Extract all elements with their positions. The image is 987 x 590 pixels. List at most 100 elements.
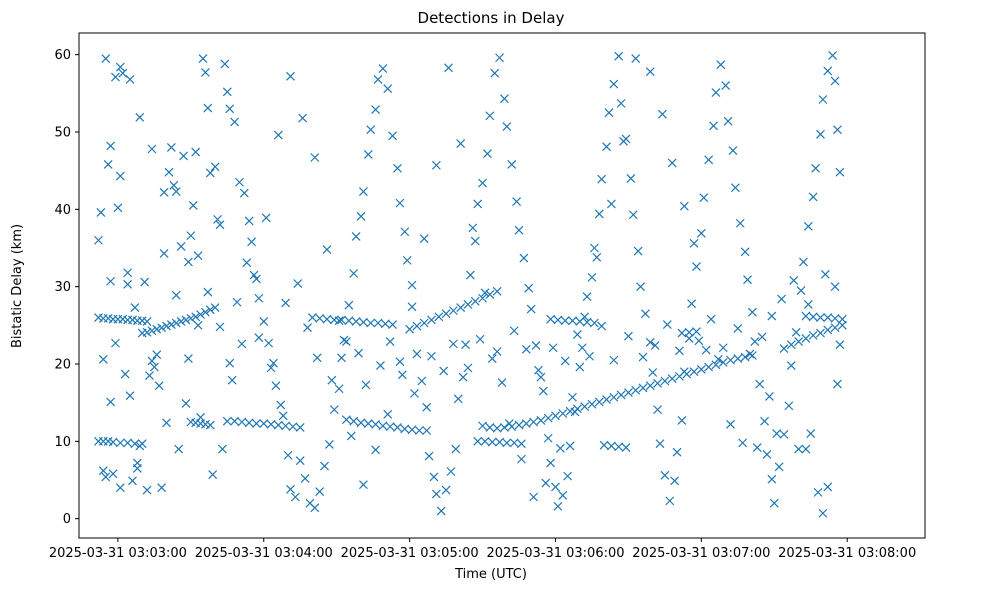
track-point-marker [726, 355, 735, 365]
scatter-point-marker [261, 213, 271, 223]
track-point-marker [580, 402, 590, 411]
scatter-point-marker [587, 272, 597, 282]
scatter-point-marker [174, 444, 184, 454]
scatter-point-marker [101, 472, 111, 482]
scatter-point-marker [429, 472, 439, 482]
scatter-point-marker [254, 333, 264, 343]
scatter-point-marker [351, 231, 361, 241]
scatter-point-marker [794, 444, 804, 454]
scatter-point-marker [565, 441, 575, 451]
scatter-point-marker [614, 51, 624, 61]
scatter-point-marker [687, 299, 697, 309]
track-point-marker [322, 314, 332, 324]
scatter-point-marker [772, 429, 782, 439]
scatter-point-marker [638, 352, 648, 362]
track-point-marker [123, 438, 133, 448]
scatter-point-marker [597, 174, 607, 184]
scatter-point-marker [181, 399, 191, 408]
scatter-point-marker [495, 53, 504, 63]
scatter-point-marker [363, 149, 373, 159]
scatter-point-marker [322, 245, 332, 254]
y-tick-label: 0 [63, 512, 71, 527]
track-point-marker [171, 318, 181, 328]
track-point-marker [478, 421, 487, 431]
scatter-point-marker [465, 270, 475, 280]
track-point-marker [551, 411, 560, 421]
track-point-marker [560, 316, 570, 326]
track-point-marker [412, 321, 422, 331]
scatter-point-marker [764, 392, 774, 401]
scatter-point-marker [149, 362, 159, 372]
scatter-point-marker [514, 225, 524, 235]
track-point-marker [385, 422, 395, 432]
track-point-marker [473, 436, 483, 446]
scatter-point-marker [777, 294, 786, 304]
scatter-point-marker [500, 94, 509, 104]
scatter-point-marker [667, 158, 677, 168]
scatter-point-marker [108, 469, 118, 479]
track-point-marker [337, 315, 346, 325]
track-point-marker [653, 378, 663, 388]
track-point-marker [315, 313, 325, 323]
scatter-point-marker [485, 111, 495, 121]
track-point-marker [176, 317, 186, 326]
scatter-point-marker [115, 483, 125, 493]
scatter-point-marker [383, 84, 393, 94]
track-point-marker [609, 392, 619, 402]
track-point-marker [441, 309, 451, 319]
scatter-point-marker [823, 482, 833, 492]
scatter-point-marker [320, 461, 329, 471]
scatter-point-marker [662, 320, 672, 329]
scatter-point-marker [789, 276, 799, 285]
x-tick-label: 2025-03-31 03:03:00 [49, 546, 187, 561]
scatter-point-marker [295, 456, 305, 466]
y-tick-label: 30 [54, 280, 71, 295]
scatter-point-marker [803, 221, 813, 231]
scatter-point-marker [609, 355, 619, 365]
track-point-marker [427, 315, 436, 325]
track-point-marker [157, 323, 167, 333]
track-point-marker [196, 310, 205, 319]
x-tick-label: 2025-03-31 03:04:00 [195, 546, 333, 561]
scatter-point-marker [220, 59, 230, 69]
scatter-point-marker [692, 262, 701, 271]
scatter-point-marker [290, 492, 300, 502]
scatter-point-marker [130, 303, 140, 312]
scatter-point-marker [543, 433, 553, 443]
scatter-point-marker [453, 394, 463, 404]
track-point-marker [363, 419, 373, 428]
track-point-marker [237, 417, 247, 427]
x-tick-label: 2025-03-31 03:07:00 [632, 546, 770, 561]
track-point-marker [599, 440, 609, 450]
scatter-point-marker [300, 474, 310, 483]
scatter-point-marker [558, 491, 568, 500]
scatter-point-marker [424, 451, 434, 461]
scatter-point-marker [551, 482, 560, 492]
track-point-marker [543, 413, 553, 423]
scatter-point-marker [395, 198, 405, 208]
scatter-point-marker [507, 160, 517, 169]
track-point-marker [485, 289, 495, 299]
scatter-point-marker [106, 397, 116, 407]
scatter-point-marker [159, 248, 169, 258]
scatter-point-marker [628, 210, 638, 220]
scatter-point-marker [835, 167, 845, 177]
scatter-point-marker [711, 88, 721, 97]
scatter-point-marker [341, 337, 351, 346]
track-point-marker [837, 320, 847, 330]
scatter-point-marker [833, 379, 842, 389]
scatter-point-marker [743, 275, 752, 285]
track-point-marker [779, 344, 789, 353]
scatter-point-marker [183, 257, 193, 267]
scatter-point-marker [616, 98, 626, 108]
scatter-point-marker [575, 362, 585, 372]
scatter-point-marker [631, 54, 641, 63]
scatter-point-marker [128, 476, 137, 486]
scatter-point-marker [609, 79, 619, 89]
track-point-marker [606, 441, 616, 451]
track-point-marker [351, 317, 361, 326]
scatter-point-marker [519, 253, 529, 263]
scatter-point-marker [162, 418, 171, 428]
scatter-point-marker [115, 171, 125, 181]
track-point-marker [244, 418, 254, 428]
